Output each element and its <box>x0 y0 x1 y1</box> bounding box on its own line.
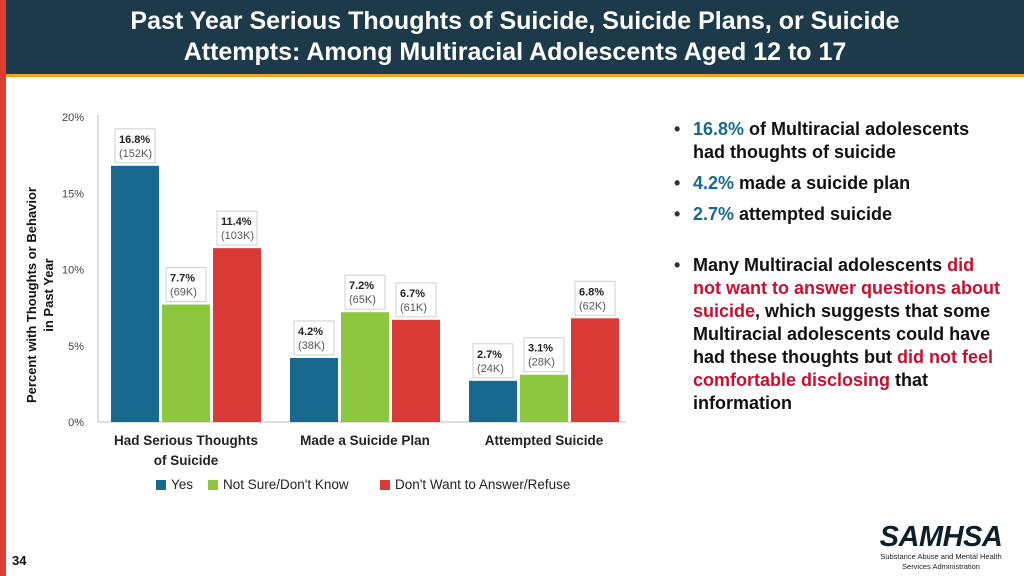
data-label-count: (62K) <box>579 300 606 312</box>
data-label-box <box>344 274 386 310</box>
y-tick-label: 10% <box>62 265 84 277</box>
data-label-value: 3.1% <box>528 343 553 355</box>
y-axis-label: Percent with Thoughts or Behavior in Past… <box>24 187 56 403</box>
data-label-box <box>574 280 616 316</box>
data-label-count: (103K) <box>221 230 254 242</box>
bar-refuse <box>392 319 440 422</box>
header-rule <box>6 74 1024 77</box>
y-tick-label: 15% <box>62 188 84 200</box>
legend-swatch <box>156 480 166 490</box>
legend-label: Not Sure/Don't Know <box>223 477 349 492</box>
finding-plan: 4.2% made a suicide plan <box>668 172 1003 195</box>
samhsa-wordmark: SAMHSA <box>879 521 1003 553</box>
data-label-value: 16.8% <box>119 134 150 146</box>
data-label-box <box>472 343 514 379</box>
samhsa-tagline-2: Services Administration <box>902 562 980 571</box>
data-label-count: (24K) <box>477 363 504 375</box>
nondisclosure-highlight-2: did not feel comfortable disclosing <box>693 347 993 390</box>
y-axis-label-line1: Percent with Thoughts or Behavior <box>24 187 39 403</box>
data-label-box <box>216 210 258 246</box>
findings-list: 16.8% of Multiracial adolescents had tho… <box>668 118 1003 415</box>
legend-swatch <box>208 480 218 490</box>
bar-yes <box>469 380 517 422</box>
x-category-label: Made a Suicide Plan <box>300 433 430 448</box>
data-label-box <box>395 282 437 318</box>
data-label-value: 4.2% <box>298 326 323 338</box>
left-accent-bar <box>0 0 6 576</box>
legend-swatch <box>380 480 390 490</box>
data-label-value: 7.7% <box>170 273 195 285</box>
legend-label: Don't Want to Answer/Refuse <box>395 477 570 492</box>
data-label-box <box>114 128 156 164</box>
x-category-label: Had Serious Thoughts <box>114 433 258 448</box>
nondisclosure-text-1: Many Multiracial adolescents <box>693 255 948 275</box>
data-label-count: (69K) <box>170 287 197 299</box>
bar-not-sure <box>162 304 210 422</box>
data-label-box <box>293 320 335 356</box>
slide-title-line1: Past Year Serious Thoughts of Suicide, S… <box>130 7 900 35</box>
y-tick-label: 5% <box>68 341 84 353</box>
bar-yes <box>111 165 159 423</box>
finding-thoughts: 16.8% of Multiracial adolescents had tho… <box>668 118 1003 164</box>
finding-attempt-text: attempted suicide <box>734 204 893 224</box>
nondisclosure-highlight-1: did not want to answer questions about s… <box>693 255 1001 321</box>
page-number: 34 <box>12 553 27 568</box>
nondisclosure-text-2: , which suggests that some Multiracial a… <box>693 301 991 367</box>
finding-thoughts-value: 16.8% <box>693 119 745 139</box>
data-label-value: 6.8% <box>579 286 604 298</box>
slide-title-line2: Attempts: Among Multiracial Adolescents … <box>183 38 847 66</box>
finding-nondisclosure: Many Multiracial adolescents did not wan… <box>668 254 1003 415</box>
nondisclosure-text-3: that information <box>693 370 929 413</box>
bar-refuse <box>571 318 619 422</box>
data-label-value: 7.2% <box>349 280 374 292</box>
y-tick-label: 20% <box>62 112 84 124</box>
legend-label: Yes <box>171 477 193 492</box>
samhsa-tagline-1: Substance Abuse and Mental Health <box>880 552 1002 561</box>
data-label-value: 2.7% <box>477 349 502 361</box>
bar-chart: Percent with Thoughts or Behavior in Past… <box>24 112 626 492</box>
data-label-count: (152K) <box>119 148 152 160</box>
data-label-box <box>165 267 207 303</box>
slide-header: Past Year Serious Thoughts of Suicide, S… <box>6 0 1024 74</box>
finding-plan-value: 4.2% <box>693 173 735 193</box>
y-tick-label: 0% <box>68 417 84 429</box>
data-label-count: (28K) <box>528 357 555 369</box>
data-label-value: 6.7% <box>400 288 425 300</box>
bar-not-sure <box>341 312 389 422</box>
finding-attempt: 2.7% attempted suicide <box>668 203 1003 226</box>
data-label-value: 11.4% <box>221 216 252 228</box>
x-category-label: Attempted Suicide <box>485 433 604 448</box>
data-label-count: (65K) <box>349 294 376 306</box>
bar-refuse <box>213 248 261 422</box>
data-label-count: (38K) <box>298 340 325 352</box>
bar-not-sure <box>520 374 568 422</box>
data-label-box <box>523 337 565 373</box>
finding-plan-text: made a suicide plan <box>734 173 911 193</box>
data-label-count: (61K) <box>400 302 427 314</box>
finding-thoughts-text: of Multiracial adolescents had thoughts … <box>693 119 970 162</box>
y-axis-label-line2: in Past Year <box>41 258 56 331</box>
samhsa-logo: SAMHSA Substance Abuse and Mental Health… <box>876 522 1006 572</box>
finding-attempt-value: 2.7% <box>693 204 735 224</box>
x-category-label: of Suicide <box>154 453 219 468</box>
bar-yes <box>290 357 338 422</box>
